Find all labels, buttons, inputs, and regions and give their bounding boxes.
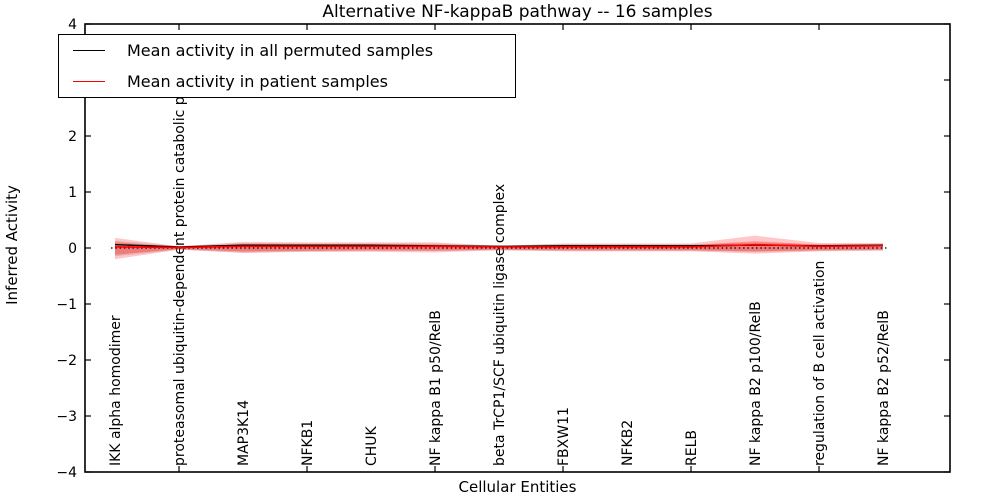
y-tick-label: 0: [68, 241, 77, 257]
legend-entry-patient: Mean activity in patient samples: [59, 66, 515, 97]
y-tick-label: 2: [68, 129, 77, 145]
x-tick-label: RELB: [684, 430, 700, 466]
legend: Mean activity in all permuted samples Me…: [58, 34, 516, 98]
x-axis-label: Cellular Entities: [458, 478, 577, 496]
legend-line-sample-permuted: [73, 50, 105, 51]
legend-label-permuted: Mean activity in all permuted samples: [127, 41, 434, 60]
x-tick-label: NF kappa B2 p52/RelB: [876, 310, 892, 466]
x-tick-label: beta TrCP1/SCF ubiquitin ligase complex: [492, 184, 508, 466]
legend-line-sample-patient: [73, 81, 105, 82]
legend-label-patient: Mean activity in patient samples: [127, 72, 388, 91]
x-tick-label: proteasomal ubiquitin-dependent protein …: [172, 90, 188, 466]
y-axis-label: Inferred Activity: [3, 185, 21, 305]
patient-mean-line: [114, 243, 884, 249]
legend-entry-permuted: Mean activity in all permuted samples: [59, 35, 515, 66]
y-tick-label: −4: [56, 465, 77, 481]
y-tick-label: −3: [56, 409, 77, 425]
x-tick-label: NF kappa B1 p50/RelB: [428, 310, 444, 466]
x-tick-label: MAP3K14: [236, 400, 252, 466]
x-tick-label: NFKB1: [300, 420, 316, 466]
chart-title: Alternative NF-kappaB pathway -- 16 samp…: [322, 2, 713, 22]
y-tick-label: 1: [68, 185, 77, 201]
x-tick-label: IKK alpha homodimer: [108, 315, 124, 466]
x-tick-label: regulation of B cell activation: [812, 261, 828, 466]
y-tick-label: 4: [68, 17, 77, 33]
x-tick-label: NFKB2: [620, 420, 636, 466]
x-tick-label: NF kappa B2 p100/RelB: [748, 301, 764, 466]
y-tick-label: −1: [56, 297, 77, 313]
x-tick-label: CHUK: [364, 425, 380, 466]
axes-frame: [84, 23, 951, 473]
x-tick-label: FBXW11: [556, 407, 572, 466]
y-tick-label: −2: [56, 353, 77, 369]
